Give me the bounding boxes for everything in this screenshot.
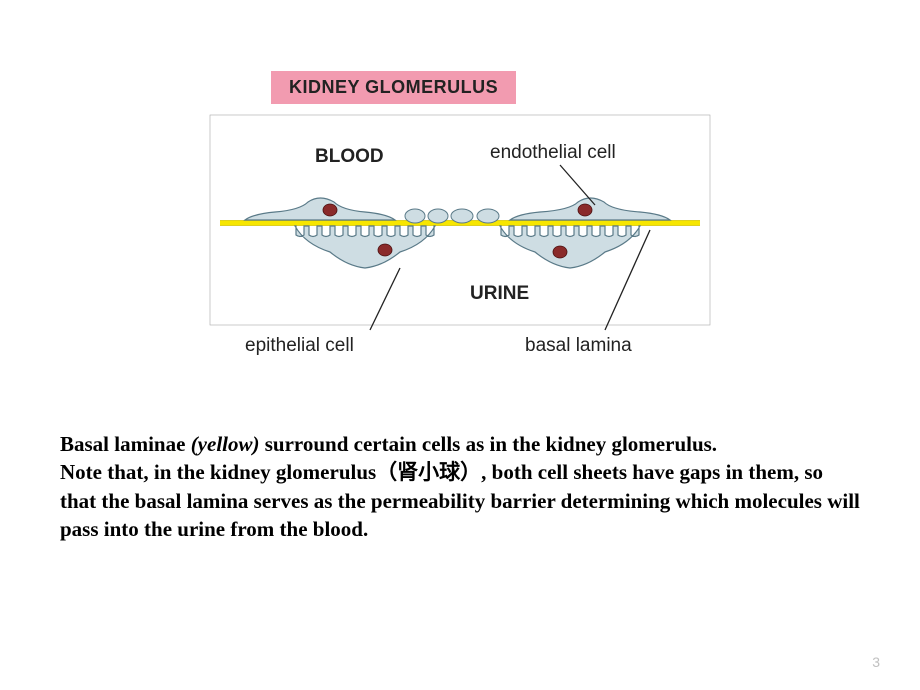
caption-part-2: Note that, in the kidney glomerulus（肾小球）…	[60, 460, 860, 541]
label-epithelial: epithelial cell	[245, 335, 354, 357]
caption-part-1b: (yellow)	[191, 432, 260, 456]
label-endothelial: endothelial cell	[490, 142, 616, 164]
diagram-svg	[200, 60, 720, 370]
caption-part-1a: Basal laminae	[60, 432, 191, 456]
caption-part-1c: surround certain cells as in the kidney …	[260, 432, 718, 456]
label-basal: basal lamina	[525, 335, 632, 357]
label-blood: BLOOD	[315, 146, 384, 168]
page-number-value: 3	[872, 654, 880, 670]
page-number: 3	[872, 654, 880, 670]
label-urine: URINE	[470, 283, 529, 305]
diagram-area: KIDNEY GLOMERULUS BLOODendothelial cellU…	[200, 60, 720, 370]
caption-text: Basal laminae (yellow) surround certain …	[60, 430, 860, 543]
